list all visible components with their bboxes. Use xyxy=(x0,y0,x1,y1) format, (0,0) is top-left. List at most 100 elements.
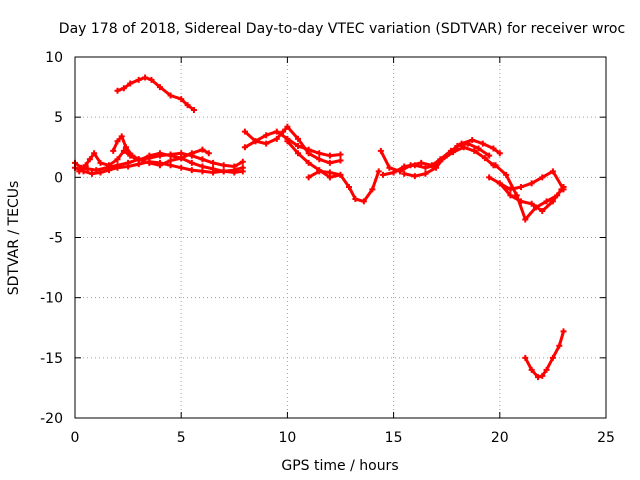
data-point xyxy=(252,138,259,145)
data-point xyxy=(316,156,323,163)
series-line xyxy=(523,329,565,379)
data-point xyxy=(135,76,142,83)
data-point xyxy=(129,152,136,159)
data-point xyxy=(184,102,191,109)
series-sat-p xyxy=(522,328,567,381)
data-point xyxy=(316,168,323,175)
data-point xyxy=(167,92,174,99)
series-sat-f xyxy=(241,123,344,166)
data-point xyxy=(178,155,185,162)
x-tick-label: 15 xyxy=(385,430,403,446)
data-point xyxy=(401,163,408,170)
data-point xyxy=(220,168,227,175)
data-point xyxy=(492,162,499,169)
data-point xyxy=(239,158,246,165)
y-tick-labels: -20 -15 -10 -5 0 5 10 xyxy=(40,50,63,427)
data-point xyxy=(263,140,270,147)
data-point xyxy=(273,135,280,142)
data-point xyxy=(220,162,227,169)
data-point xyxy=(549,354,556,361)
data-point xyxy=(528,366,535,373)
data-point xyxy=(528,200,535,207)
y-tick-label: -20 xyxy=(40,411,63,427)
y-tick-label: -15 xyxy=(40,351,63,367)
grid-lines xyxy=(75,57,606,418)
data-point xyxy=(84,165,91,172)
x-tick-label: 10 xyxy=(278,430,296,446)
data-point xyxy=(471,147,478,154)
data-point xyxy=(114,138,121,145)
data-point xyxy=(360,198,367,205)
data-point xyxy=(490,145,497,152)
series-sat-g xyxy=(241,128,344,159)
data-point xyxy=(205,150,212,157)
data-point xyxy=(345,183,352,190)
y-tick-label: -5 xyxy=(49,231,63,247)
data-point xyxy=(518,183,525,190)
series-sat-o xyxy=(496,180,565,215)
data-point xyxy=(210,165,217,172)
data-point xyxy=(558,186,565,193)
data-point xyxy=(118,133,125,140)
data-point xyxy=(97,159,104,166)
series-sat-k xyxy=(379,140,493,178)
data-point xyxy=(241,128,248,135)
data-point xyxy=(284,138,291,145)
data-point xyxy=(97,169,104,176)
data-point xyxy=(125,163,132,170)
series-line xyxy=(116,76,196,112)
y-tick-label: 0 xyxy=(54,170,63,186)
data-point xyxy=(280,128,287,135)
data-point xyxy=(295,135,302,142)
data-point xyxy=(146,152,153,159)
plot-frame xyxy=(74,56,607,419)
data-point xyxy=(469,137,476,144)
data-point xyxy=(231,169,238,176)
data-point xyxy=(486,174,493,181)
data-point xyxy=(273,128,280,135)
data-point xyxy=(295,143,302,150)
data-point xyxy=(210,159,217,166)
series-line xyxy=(243,125,342,165)
data-point xyxy=(433,164,440,171)
data-point xyxy=(156,162,163,169)
data-point xyxy=(401,170,408,177)
data-point xyxy=(305,146,312,153)
data-point xyxy=(188,150,195,157)
data-point xyxy=(375,168,382,175)
data-point xyxy=(199,146,206,153)
data-point xyxy=(110,147,117,154)
series-sat-d xyxy=(110,133,246,176)
x-tick-labels: 0 5 10 15 20 25 xyxy=(71,430,615,446)
data-point xyxy=(188,167,195,174)
data-point xyxy=(114,156,121,163)
series-sat-m xyxy=(486,168,567,193)
data-point xyxy=(379,171,386,178)
data-point xyxy=(326,152,333,159)
data-point xyxy=(507,192,514,199)
data-point xyxy=(377,147,384,154)
data-point xyxy=(263,132,270,139)
series-line xyxy=(402,145,495,178)
data-point xyxy=(522,216,529,223)
data-point xyxy=(411,173,418,180)
data-point xyxy=(422,170,429,177)
data-point xyxy=(326,159,333,166)
data-point xyxy=(556,342,563,349)
data-point xyxy=(105,162,112,169)
data-point xyxy=(496,180,503,187)
data-point xyxy=(76,168,83,175)
x-axis-label: GPS time / hours xyxy=(281,458,398,474)
data-point xyxy=(127,80,134,87)
axis-ticks xyxy=(74,56,607,419)
data-point xyxy=(142,74,149,81)
data-point xyxy=(190,106,197,113)
data-point xyxy=(241,144,248,151)
data-point xyxy=(114,164,121,171)
data-point xyxy=(178,164,185,171)
y-tick-label: 5 xyxy=(54,110,63,126)
data-point xyxy=(539,208,546,215)
data-point xyxy=(528,180,535,187)
data-point xyxy=(411,162,418,169)
data-point xyxy=(91,150,98,157)
